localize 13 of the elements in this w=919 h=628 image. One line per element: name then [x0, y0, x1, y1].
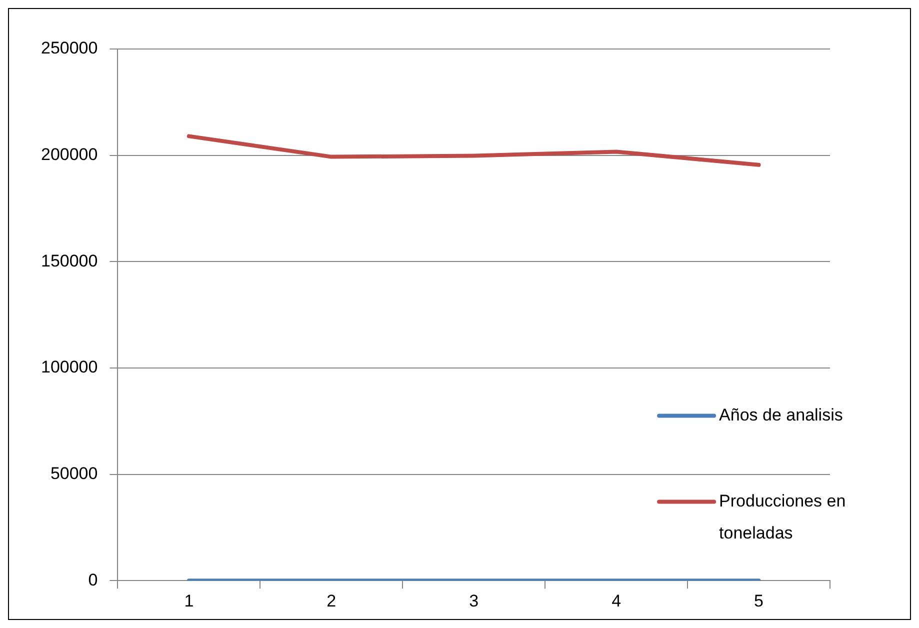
- legend-label: Años de analisis: [719, 405, 843, 424]
- y-tick-label: 250000: [40, 38, 98, 58]
- x-tick-label: 3: [469, 591, 479, 610]
- y-tick-label: 200000: [40, 145, 98, 164]
- y-tick-label: 100000: [40, 358, 98, 377]
- y-tick-label: 150000: [40, 251, 98, 270]
- x-tick-label: 4: [612, 591, 622, 610]
- y-tick-label: 0: [88, 570, 98, 590]
- x-tick-label: 2: [326, 591, 336, 610]
- legend-label: Producciones en toneladas: [719, 491, 846, 542]
- x-tick-label: 1: [184, 591, 194, 610]
- y-tick-label: 50000: [50, 464, 98, 483]
- x-tick-label: 5: [754, 591, 764, 610]
